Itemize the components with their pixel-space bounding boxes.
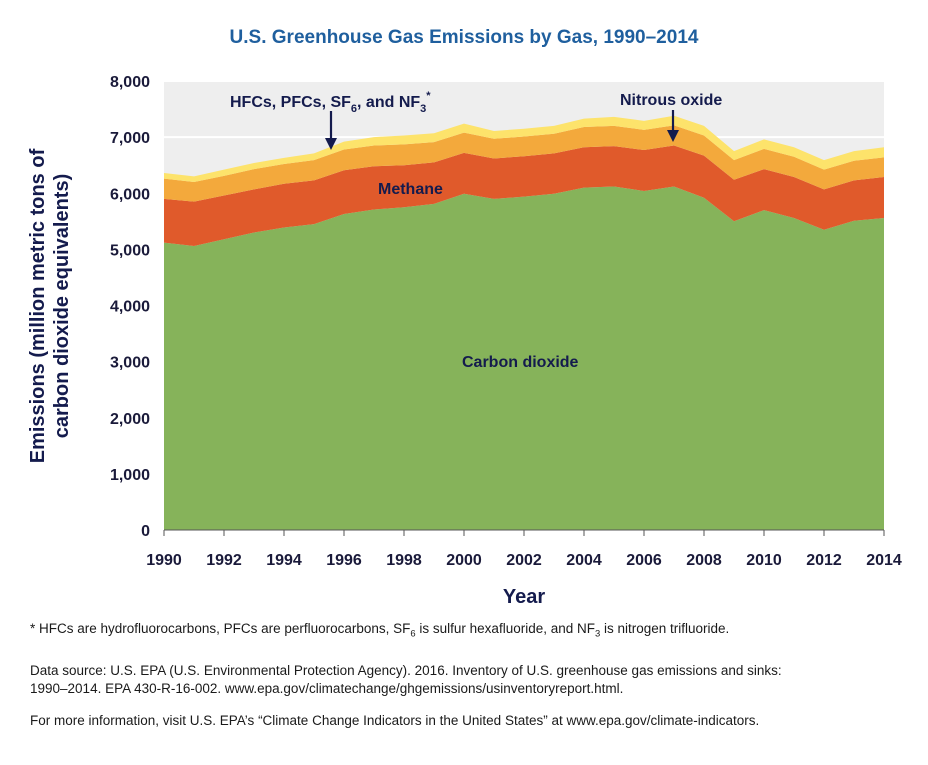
x-tick-label: 2010 <box>746 552 782 569</box>
series-areas <box>164 115 884 530</box>
data-source: Data source: U.S. EPA (U.S. Environmenta… <box>30 662 782 696</box>
area-methane <box>164 145 884 247</box>
y-tick-label: 6,000 <box>110 186 150 203</box>
x-tick-label: 1992 <box>206 552 242 569</box>
x-tick-label: 2000 <box>446 552 482 569</box>
chart-title: U.S. Greenhouse Gas Emissions by Gas, 19… <box>230 27 699 48</box>
x-tick-label: 2014 <box>866 552 902 569</box>
fgas-arrow-icon <box>325 111 337 150</box>
more-info: For more information, visit U.S. EPA’s “… <box>30 712 760 728</box>
x-tick-label: 1996 <box>326 552 362 569</box>
y-tick-label: 0 <box>141 523 150 540</box>
y-axis-title-line2: carbon dioxide equivalents) <box>51 174 73 439</box>
x-axis-title: Year <box>503 586 545 608</box>
y-tick-label: 4,000 <box>110 299 150 316</box>
y-tick-label: 2,000 <box>110 411 150 428</box>
x-tick-label: 2004 <box>566 552 602 569</box>
area-carbon-dioxide <box>164 186 884 530</box>
x-tick-label: 1998 <box>386 552 422 569</box>
notes: * HFCs are hydrofluorocarbons, PFCs are … <box>30 620 910 744</box>
area-nitrous-oxide <box>164 125 884 202</box>
y-tick-label: 3,000 <box>110 355 150 372</box>
nitrous-oxide-label: Nitrous oxide <box>620 92 722 109</box>
fgas-label: HFCs, PFCs, SF6, and NF3* <box>230 90 431 115</box>
x-tick-label: 2008 <box>686 552 722 569</box>
x-axis-ticks: 1990 1992 1994 1996 1998 2000 2002 2004 2006 2008… <box>146 529 902 569</box>
y-tick-label: 1,000 <box>110 467 150 484</box>
methane-label: Methane <box>378 181 443 198</box>
x-tick-label: 2006 <box>626 552 662 569</box>
x-tick-label: 1990 <box>146 552 182 569</box>
x-tick-label: 1994 <box>266 552 302 569</box>
y-axis-title-line1: Emissions (million metric tons of <box>27 148 49 463</box>
x-tick-label: 2012 <box>806 552 842 569</box>
y-tick-label: 7,000 <box>110 130 150 147</box>
x-tick-label: 2002 <box>506 552 542 569</box>
area-hfcs-pfcs-sf6-and-nf3 <box>164 115 884 183</box>
footnote: * HFCs are hydrofluorocarbons, PFCs are … <box>30 621 730 640</box>
y-tick-label: 8,000 <box>110 74 150 91</box>
y-axis-title: Emissions (million metric tons of carbon… <box>27 148 73 463</box>
y-axis-ticks: 0 1,000 2,000 3,000 4,000 5,000 6,000 7,000 8,00… <box>110 74 150 540</box>
nitrous-arrow-icon <box>667 110 679 142</box>
chart: U.S. Greenhouse Gas Emissions by Gas, 19… <box>27 27 902 608</box>
plot-area: 0 1,000 2,000 3,000 4,000 5,000 6,000 7,000 8,00… <box>110 74 902 569</box>
y-tick-label: 5,000 <box>110 242 150 259</box>
carbon-dioxide-label: Carbon dioxide <box>462 354 579 371</box>
